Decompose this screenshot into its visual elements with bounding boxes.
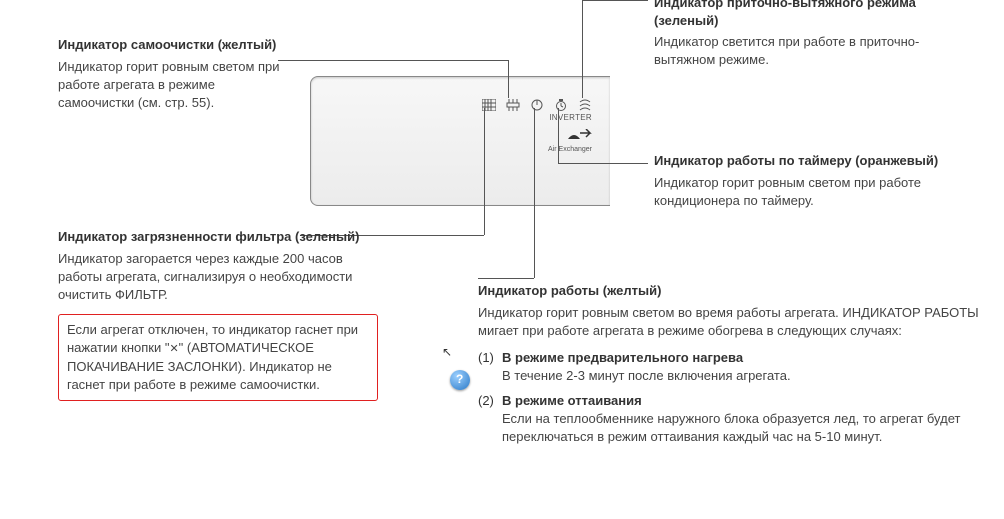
callout-selfclean: Индикатор самоочистки (желтый) Индикатор… — [58, 36, 288, 112]
air-exchanger-label: Air Exchanger — [548, 146, 592, 153]
selfclean-icon — [506, 99, 520, 111]
list-item: (2) В режиме оттаивания Если на теплообм… — [502, 393, 988, 446]
list-item-title: В режиме предварительного нагрева — [502, 350, 988, 365]
callout-title: Индикатор работы (желтый) — [478, 282, 988, 300]
callout-title: Индикатор самоочистки (желтый) — [58, 36, 288, 54]
list-item-title: В режиме оттаивания — [502, 393, 988, 408]
callout-vent: Индикатор приточно-вытяжного режима (зел… — [654, 0, 974, 69]
callout-body: Индикатор загорается через каждые 200 ча… — [58, 250, 378, 305]
callout-body: Индикатор горит ровным светом во время р… — [478, 304, 988, 340]
callout-filter: Индикатор загрязненности фильтра (зелены… — [58, 228, 378, 401]
callout-title: Индикатор работы по таймеру (оранжевый) — [654, 152, 984, 170]
callout-title: Индикатор загрязненности фильтра (зелены… — [58, 228, 378, 246]
air-exchanger-badge: Air Exchanger — [548, 129, 592, 153]
inverter-label: INVERTER — [472, 113, 592, 122]
mouse-cursor-icon: ↖ — [442, 345, 452, 359]
callout-highlight-note: Если агрегат отключен, то индикатор гасн… — [58, 314, 378, 401]
list-item: (1) В режиме предварительного нагрева В … — [502, 350, 988, 385]
leader-line — [278, 60, 508, 61]
callout-body: Индикатор светится при работе в приточно… — [654, 33, 974, 69]
callout-body: Индикатор горит ровным светом при работе… — [654, 174, 984, 210]
list-item-body: В течение 2-3 минут после включения агре… — [502, 367, 988, 385]
leader-line — [582, 0, 583, 98]
help-bubble-icon — [450, 370, 470, 390]
vent-icon — [578, 99, 592, 111]
callout-operation: Индикатор работы (желтый) Индикатор гори… — [478, 282, 988, 454]
leader-line — [534, 108, 535, 278]
ac-unit-illustration: INVERTER Air Exchanger — [310, 76, 610, 206]
operation-icon — [530, 99, 544, 111]
list-item-body: Если на теплообменнике наружного блока о… — [502, 410, 988, 446]
leader-line — [508, 60, 509, 98]
callout-title: Индикатор приточно-вытяжного режима (зел… — [654, 0, 974, 29]
timer-icon — [554, 99, 568, 111]
leader-line — [582, 0, 648, 1]
list-item-number: (2) — [478, 393, 494, 408]
leader-line — [558, 163, 648, 164]
leader-line — [484, 108, 485, 235]
callout-body: Индикатор горит ровным светом при работе… — [58, 58, 288, 113]
indicator-icons-row — [472, 99, 592, 111]
indicator-panel: INVERTER — [472, 99, 592, 122]
swing-button-icon: ✕ — [169, 343, 178, 355]
callout-timer: Индикатор работы по таймеру (оранжевый) … — [654, 152, 984, 210]
leader-line — [478, 278, 534, 279]
leader-line — [558, 108, 559, 163]
operation-modes-list: (1) В режиме предварительного нагрева В … — [478, 350, 988, 447]
list-item-number: (1) — [478, 350, 494, 365]
